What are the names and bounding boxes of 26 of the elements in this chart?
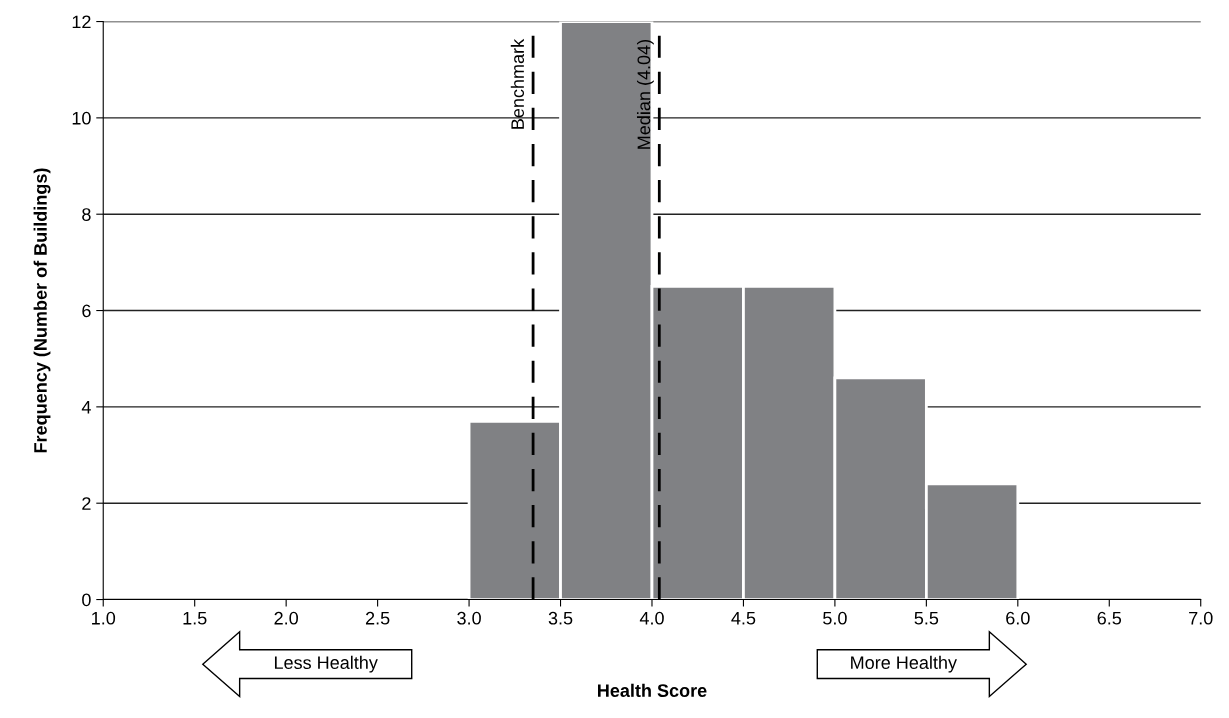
x-tick-label: 3.5 [548, 611, 573, 625]
y-tick-label: 8 [82, 208, 91, 221]
x-tick-label: 7.0 [1189, 611, 1213, 625]
y-tick-label: 6 [82, 304, 91, 318]
x-tick-label: 1.0 [92, 611, 116, 625]
x-tick-label: 2.0 [274, 611, 298, 625]
text: More Healthy [851, 655, 957, 673]
x-tick-label: 3.0 [457, 611, 481, 625]
y-axis-title: Frequency (Number of Buildings) [33, 168, 51, 453]
x-tick-label: 6.5 [1097, 611, 1122, 625]
y-tick-label: 12 [72, 15, 91, 29]
ref-line-label: Benchmark [510, 38, 525, 129]
ref-line-label: Median (4.04) [636, 39, 654, 149]
x-tick-label: 5.0 [823, 611, 847, 625]
y-tick-label: 10 [72, 111, 91, 125]
x-tick-label: 5.5 [914, 612, 939, 625]
y-tick-label: 2 [82, 497, 91, 510]
text: Less Healthy [274, 655, 378, 673]
y-tick-label: 4 [81, 400, 91, 414]
x-tick-label: 4.0 [639, 611, 664, 625]
x-tick-label: 1.5 [183, 612, 207, 625]
y-tick-label: 0 [82, 593, 91, 607]
x-axis-title: Health Score [598, 683, 707, 697]
x-tick-label: 6.0 [1006, 611, 1030, 625]
x-tick-label: 2.5 [365, 611, 390, 625]
x-tick-label: 4.5 [731, 612, 756, 625]
